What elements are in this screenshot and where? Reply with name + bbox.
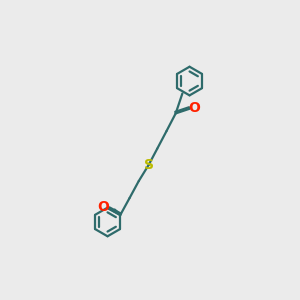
- Text: O: O: [188, 101, 200, 115]
- Text: O: O: [98, 200, 109, 214]
- Text: S: S: [144, 158, 154, 172]
